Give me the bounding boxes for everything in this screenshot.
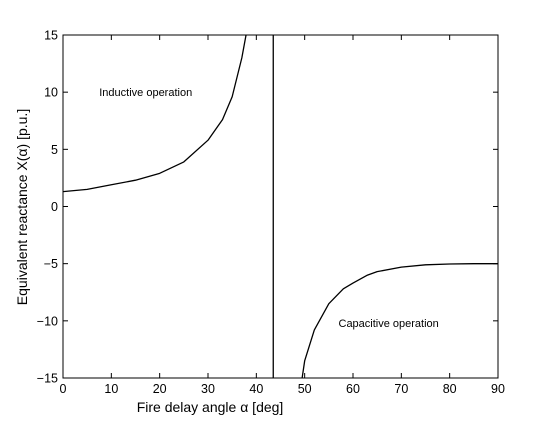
y-tick-label: 5 <box>51 143 58 157</box>
y-tick-label: −5 <box>44 257 58 271</box>
x-tick-label: 70 <box>394 382 408 396</box>
x-tick-label: 50 <box>298 382 312 396</box>
x-axis-label: Fire delay angle α [deg] <box>137 399 284 415</box>
annotation-label: Capacitive operation <box>339 318 439 330</box>
x-tick-label: 80 <box>443 382 457 396</box>
x-axis-ticks: 0 10 20 30 40 50 60 70 80 90 <box>60 35 505 396</box>
y-axis-label: Equivalent reactance X(α) [p.u.] <box>14 109 30 305</box>
x-tick-label: 60 <box>346 382 360 396</box>
y-axis-ticks: −15 −10 −5 0 5 10 15 <box>37 29 498 386</box>
x-tick-label: 30 <box>201 382 215 396</box>
x-tick-label: 40 <box>249 382 263 396</box>
y-tick-label: 15 <box>44 29 58 43</box>
series-line-inductive <box>63 35 247 193</box>
series-line-capacitive <box>301 263 498 378</box>
y-tick-label: 0 <box>51 200 58 214</box>
y-tick-label: −15 <box>37 372 58 386</box>
y-tick-label: 10 <box>44 86 58 100</box>
x-tick-label: 10 <box>104 382 118 396</box>
x-tick-label: 0 <box>60 382 67 396</box>
x-tick-label: 20 <box>153 382 167 396</box>
y-tick-label: −10 <box>37 314 58 328</box>
annotations: Inductive operation Capacitive operation <box>99 87 439 330</box>
annotation-label: Inductive operation <box>99 87 192 99</box>
x-tick-label: 90 <box>491 382 505 396</box>
reactance-curves <box>63 35 498 378</box>
